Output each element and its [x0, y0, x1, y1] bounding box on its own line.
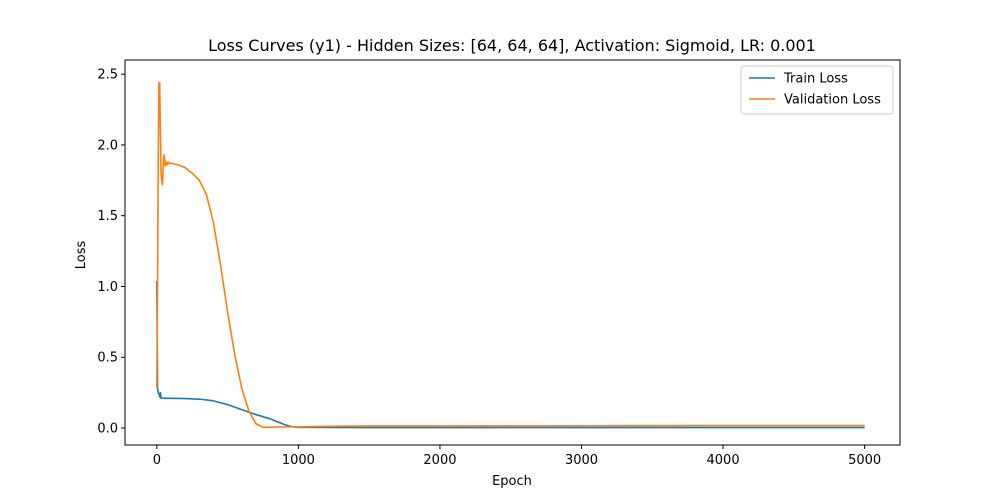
chart-title: Loss Curves (y1) - Hidden Sizes: [64, 64…: [208, 36, 816, 55]
legend: Train Loss Validation Loss: [740, 65, 894, 115]
legend-label-train-loss: Train Loss: [783, 72, 848, 87]
x-tick-label: 3000: [565, 453, 598, 468]
y-axis-label: Loss: [74, 241, 89, 270]
series-lines: [156, 81, 865, 429]
y-tick-label: 0.0: [97, 422, 118, 437]
y-tick-label: 1.5: [97, 209, 118, 224]
x-tick-label: 5000: [848, 453, 881, 468]
x-tick-label: 0: [153, 453, 161, 468]
y-tick-label: 2.5: [97, 68, 118, 83]
y-tick-label: 0.5: [97, 351, 118, 366]
x-tick-label: 2000: [423, 453, 456, 468]
legend-box: [740, 65, 894, 115]
x-tick-label: 4000: [707, 453, 740, 468]
legend-label-validation-loss: Validation Loss: [784, 93, 881, 108]
axis-ticks: 0 1000 2000 3000 4000 5000 0.0 0.5 1.0 1.5 2.0 2.5: [97, 68, 881, 468]
series-line-train-loss: [156, 280, 865, 429]
x-axis-label: Epoch: [492, 474, 532, 489]
series-line-validation-loss: [156, 81, 865, 429]
x-tick-label: 1000: [282, 453, 315, 468]
plot-frame: [124, 59, 901, 446]
y-tick-label: 1.0: [97, 280, 118, 295]
y-tick-label: 2.0: [97, 138, 118, 153]
